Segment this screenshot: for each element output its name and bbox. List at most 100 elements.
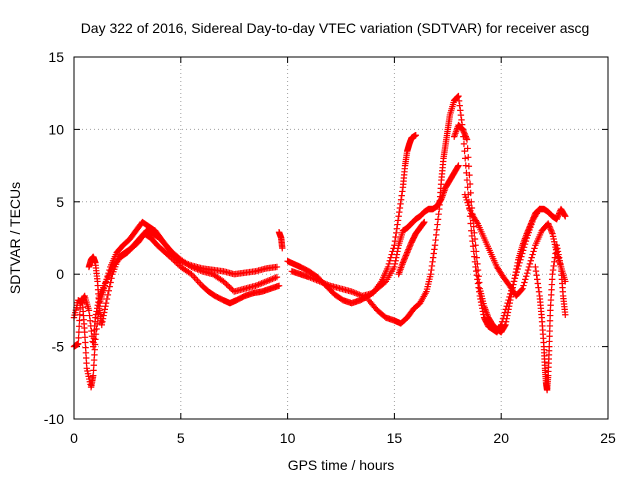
data-point <box>103 295 111 303</box>
data-point <box>522 276 529 283</box>
data-point <box>402 253 409 261</box>
data-point <box>166 253 174 261</box>
data-point <box>430 250 437 257</box>
data-point <box>476 279 483 286</box>
data-point <box>529 217 536 224</box>
data-point <box>100 312 107 319</box>
data-point <box>308 275 316 282</box>
data-point <box>529 215 537 223</box>
data-point <box>107 279 114 286</box>
data-point <box>391 242 398 249</box>
data-point <box>435 211 442 218</box>
data-point <box>519 285 526 292</box>
data-point <box>256 280 264 288</box>
data-point <box>530 213 538 220</box>
series-sdtvar-track-a <box>70 218 281 391</box>
data-point <box>76 317 83 324</box>
data-point <box>266 276 273 284</box>
data-point <box>189 264 197 271</box>
data-point <box>455 162 462 169</box>
data-point <box>429 254 437 261</box>
data-point <box>220 278 227 285</box>
data-point <box>434 221 441 228</box>
data-point <box>461 130 468 137</box>
data-point <box>385 260 393 268</box>
data-point <box>348 288 355 295</box>
data-point <box>393 225 401 232</box>
data-point <box>168 255 175 262</box>
data-point <box>526 223 534 230</box>
data-point <box>398 192 405 199</box>
data-point <box>503 315 510 322</box>
data-point <box>401 255 408 262</box>
data-point <box>454 163 462 170</box>
data-point <box>461 155 469 162</box>
data-point <box>388 251 395 258</box>
data-point <box>454 93 462 100</box>
data-point <box>562 213 569 220</box>
data-point <box>395 213 402 220</box>
data-point <box>524 229 531 236</box>
data-point <box>510 278 518 285</box>
data-point <box>466 180 474 188</box>
data-point <box>269 275 276 283</box>
data-point <box>169 256 177 263</box>
data-point <box>93 308 100 315</box>
data-point <box>554 214 561 221</box>
data-point <box>549 266 557 274</box>
data-point <box>504 309 512 316</box>
data-point <box>524 266 532 274</box>
data-point <box>92 314 99 321</box>
data-point <box>253 281 261 289</box>
data-point <box>399 188 406 195</box>
plot-frame <box>73 56 609 420</box>
data-point <box>412 131 419 139</box>
data-point <box>305 273 313 281</box>
data-point <box>555 254 563 261</box>
data-point <box>432 236 439 244</box>
data-point <box>530 214 537 221</box>
data-point <box>392 233 399 241</box>
data-point <box>384 263 392 271</box>
data-point <box>504 312 511 319</box>
data-point <box>400 257 407 265</box>
data-point <box>99 315 107 322</box>
data-point <box>507 296 514 304</box>
data-point <box>562 311 569 318</box>
data-point <box>386 257 394 264</box>
data-point <box>76 311 83 318</box>
y-tick-label: -10 <box>44 411 64 427</box>
series-sdtvar-track-c <box>85 230 283 329</box>
data-point <box>457 107 464 114</box>
data-point <box>528 254 535 261</box>
data-point <box>108 275 115 282</box>
data-point <box>429 258 436 265</box>
data-point <box>533 272 540 279</box>
data-point <box>466 171 473 179</box>
y-axis-label: SDTVAR / TECUs <box>7 182 23 294</box>
data-point <box>356 291 363 298</box>
data-point <box>523 273 530 280</box>
data-point <box>314 277 322 285</box>
data-point <box>457 111 465 119</box>
data-point <box>505 303 513 310</box>
series-sdtvar-track-f <box>288 131 419 300</box>
data-point <box>311 276 319 283</box>
data-point <box>403 250 410 258</box>
data-point <box>263 278 270 285</box>
data-point <box>551 258 558 265</box>
data-point <box>226 284 233 291</box>
chart-title: Day 322 of 2016, Sidereal Day-to-day VTE… <box>81 20 590 36</box>
x-axis-label: GPS time / hours <box>288 457 395 473</box>
data-point <box>98 321 105 329</box>
data-point <box>324 281 331 288</box>
data-point <box>174 260 181 268</box>
data-point <box>520 282 527 289</box>
series-sdtvar-track-j <box>532 242 569 394</box>
data-point <box>420 219 427 227</box>
data-point <box>472 242 479 249</box>
data-point <box>223 281 230 288</box>
data-point <box>76 305 84 313</box>
data-point <box>534 276 541 283</box>
data-point <box>270 275 278 282</box>
